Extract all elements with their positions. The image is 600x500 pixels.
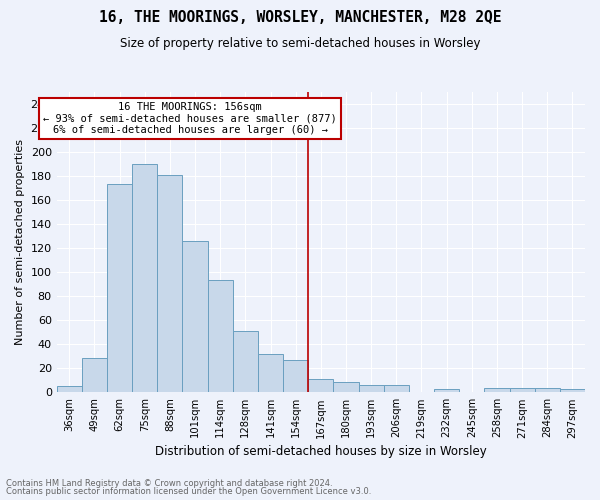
Bar	[509, 388, 535, 392]
Bar	[384, 385, 409, 392]
Bar	[535, 388, 560, 392]
Bar	[334, 382, 359, 392]
Bar	[157, 176, 182, 392]
Text: Contains public sector information licensed under the Open Government Licence v3: Contains public sector information licen…	[6, 487, 371, 496]
Text: 16, THE MOORINGS, WORSLEY, MANCHESTER, M28 2QE: 16, THE MOORINGS, WORSLEY, MANCHESTER, M…	[99, 10, 501, 25]
Bar	[359, 385, 384, 392]
X-axis label: Distribution of semi-detached houses by size in Worsley: Distribution of semi-detached houses by …	[155, 444, 487, 458]
Bar	[132, 164, 157, 392]
Bar	[434, 388, 459, 392]
Bar	[56, 386, 82, 392]
Bar	[484, 388, 509, 392]
Bar	[182, 241, 208, 392]
Bar	[308, 379, 334, 392]
Bar	[258, 354, 283, 393]
Bar	[82, 358, 107, 392]
Text: 16 THE MOORINGS: 156sqm
← 93% of semi-detached houses are smaller (877)
6% of se: 16 THE MOORINGS: 156sqm ← 93% of semi-de…	[43, 102, 337, 136]
Bar	[107, 184, 132, 392]
Y-axis label: Number of semi-detached properties: Number of semi-detached properties	[15, 140, 25, 346]
Bar	[560, 388, 585, 392]
Bar	[283, 360, 308, 392]
Text: Size of property relative to semi-detached houses in Worsley: Size of property relative to semi-detach…	[120, 38, 480, 51]
Bar	[233, 331, 258, 392]
Bar	[208, 280, 233, 392]
Text: Contains HM Land Registry data © Crown copyright and database right 2024.: Contains HM Land Registry data © Crown c…	[6, 478, 332, 488]
